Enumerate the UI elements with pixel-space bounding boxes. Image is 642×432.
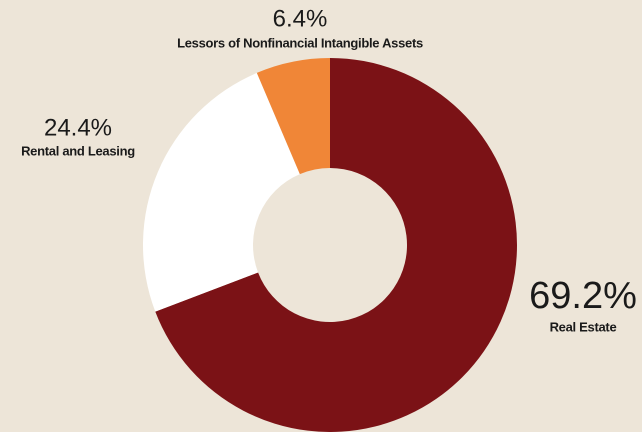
slice-value-label: 69.2%	[529, 275, 637, 317]
donut-slice	[256, 58, 330, 175]
slice-category-label: Rental and Leasing	[21, 143, 135, 158]
slice-value-label: 24.4%	[44, 114, 112, 141]
slice-category-label: Lessors of Nonfinancial Intangible Asset…	[177, 35, 423, 50]
slice-category-label: Real Estate	[550, 319, 617, 334]
donut-slice	[155, 58, 517, 432]
slice-value-label: 6.4%	[273, 5, 328, 32]
donut-slice	[142, 72, 300, 312]
